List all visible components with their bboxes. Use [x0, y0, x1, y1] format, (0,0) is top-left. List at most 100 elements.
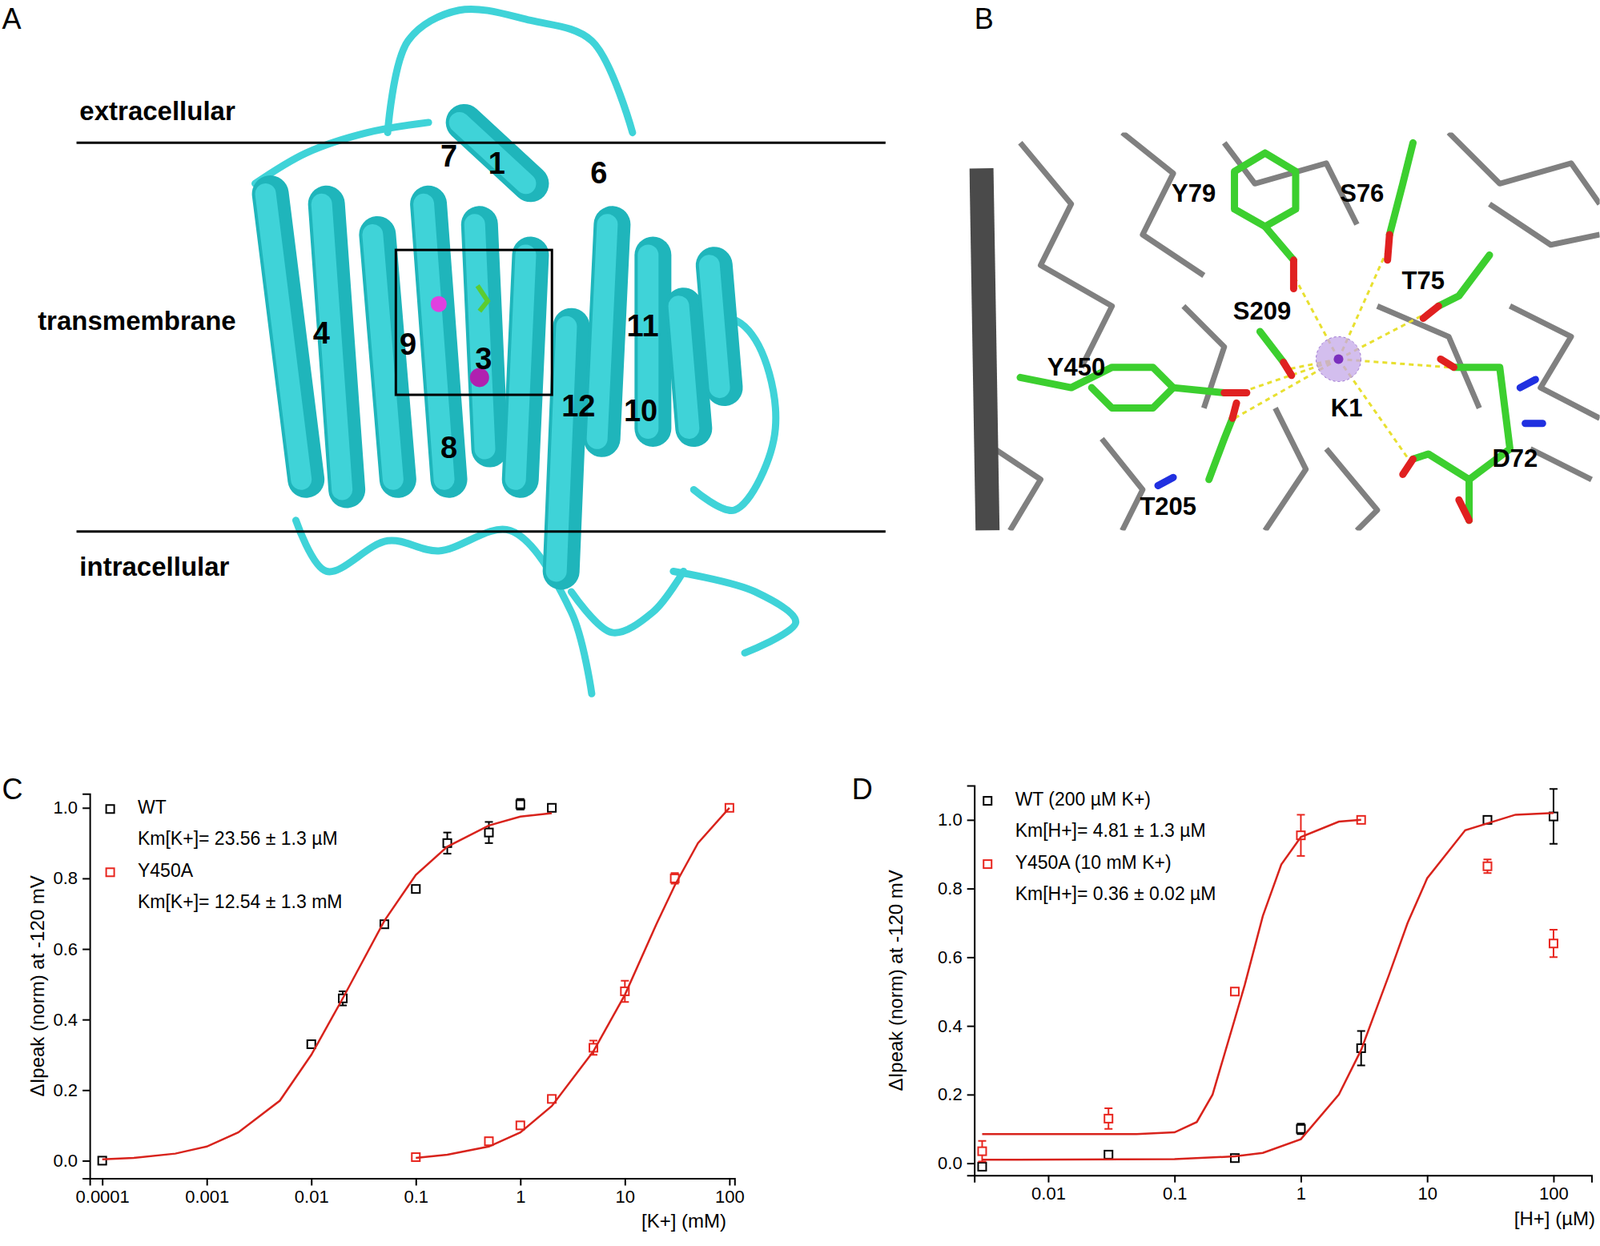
tick-label: 0.0 [53, 1150, 79, 1171]
legend-label: Y450A [137, 860, 194, 881]
protein-loop [570, 570, 684, 633]
tick-label: 10 [615, 1186, 636, 1207]
tick-label: 0.6 [937, 947, 963, 968]
residue-stick [1209, 418, 1233, 479]
tick-mark [967, 1093, 975, 1096]
panel-label: B [974, 2, 994, 36]
error-bar-cap [620, 980, 629, 982]
error-bar [1483, 859, 1492, 873]
protein-helix-highlight [265, 193, 302, 480]
legend: WT (200 µM K+)Km[H+]= 4.81 ± 1.3 µMY450A… [983, 788, 1216, 905]
tick-label: 100 [715, 1186, 745, 1207]
residue-label: T205 [1139, 492, 1197, 521]
membrane-label: intracellular [79, 551, 230, 582]
residue-stick [1438, 255, 1490, 307]
plot-area [98, 799, 734, 1166]
tick-mark [206, 1177, 209, 1186]
data-point [977, 1162, 986, 1171]
axis-line [90, 1178, 736, 1186]
tick-mark [82, 877, 90, 880]
x-axis: 0.00010.0010.010.1110100 [76, 1177, 745, 1207]
tick: 0.4 [937, 1016, 975, 1037]
protein-helix-highlight [556, 326, 567, 572]
potassium-ion [1315, 336, 1361, 382]
site-residue [477, 285, 488, 312]
tick-mark [967, 1162, 975, 1165]
error-bar-cap [1357, 1030, 1366, 1033]
tick-label: 0.2 [937, 1084, 963, 1105]
tick-mark [967, 819, 975, 821]
protein-helix-highlight [709, 265, 720, 388]
error-bar [516, 799, 525, 810]
legend-label: WT [137, 796, 167, 818]
tick: 1.0 [937, 809, 975, 830]
site-marker [430, 296, 447, 313]
legend-label: Y450A (10 mM K+) [1015, 852, 1172, 873]
error-bar [977, 1163, 986, 1171]
tick: 0.0 [937, 1153, 975, 1174]
tick: 0.0 [53, 1150, 91, 1171]
data-point [1296, 1125, 1305, 1134]
tick-mark [519, 1177, 522, 1186]
residue-stick [1259, 331, 1283, 362]
protein-helix-highlight [679, 305, 690, 429]
residue-stick [1234, 152, 1296, 227]
oxygen-stick [1459, 499, 1470, 520]
error-bar [1549, 788, 1558, 845]
data-point [516, 800, 525, 809]
membrane-line [76, 141, 886, 145]
error-bar [1104, 1108, 1113, 1130]
tick-label: 0.0 [937, 1153, 963, 1174]
helix-label: 9 [399, 327, 417, 362]
error-bar-cap [484, 842, 493, 845]
x-axis-title: [K+] (mM) [641, 1210, 727, 1232]
residue-stick [1389, 142, 1413, 235]
residue-label: S209 [1233, 297, 1291, 326]
error-bar [307, 1041, 316, 1049]
helix-label: 11 [627, 309, 660, 343]
tick-label: 0.4 [53, 1009, 79, 1030]
tick-label: 1.0 [53, 797, 79, 818]
helix-label: 4 [313, 316, 330, 350]
error-bar [484, 1137, 493, 1146]
fit-line [981, 812, 1553, 1160]
tick: 10 [1417, 1175, 1437, 1205]
tick-mark [101, 1177, 104, 1186]
error-bar [1549, 929, 1558, 957]
oxygen-stick [1224, 389, 1247, 397]
y-axis-title: ΔIpeak (norm) at -120 mV [26, 875, 49, 1097]
tick-label: 0.0001 [76, 1186, 130, 1207]
potassium-center [1333, 353, 1343, 364]
tick: 0.6 [53, 939, 91, 960]
tick: 1 [1296, 1175, 1307, 1205]
residue-label: D72 [1491, 444, 1538, 473]
nitrogen-stick [1525, 419, 1544, 427]
tick-mark [624, 1177, 627, 1186]
membrane-label: extracellular [79, 96, 236, 126]
tick-label: 0.001 [184, 1186, 230, 1207]
tick: 0.6 [937, 947, 975, 968]
tick: 10 [615, 1177, 636, 1207]
residue-label: Y79 [1171, 179, 1216, 208]
tick-mark [82, 1160, 90, 1162]
error-bar-cap [1104, 1128, 1113, 1130]
oxygen-stick [1290, 260, 1298, 290]
residue-stick [1412, 454, 1469, 521]
backbone-stick [1265, 408, 1307, 531]
tick-label: 0.1 [403, 1186, 429, 1207]
residue-stick [1265, 226, 1295, 261]
tick-mark [1300, 1175, 1303, 1183]
tick: 0.8 [53, 868, 91, 889]
data-point [1230, 987, 1239, 996]
protein-loop [255, 122, 430, 184]
error-bar-cap [484, 820, 493, 823]
error-bar [443, 832, 452, 854]
legend-marker [106, 804, 115, 813]
fit-line [981, 820, 1361, 1134]
nitrogen-stick [1157, 477, 1174, 486]
protein-loop [387, 8, 633, 133]
tick-label: 0.2 [53, 1080, 79, 1101]
panel-label: C [2, 772, 24, 806]
tick-mark [1427, 1175, 1429, 1183]
tick-mark [82, 1089, 90, 1092]
